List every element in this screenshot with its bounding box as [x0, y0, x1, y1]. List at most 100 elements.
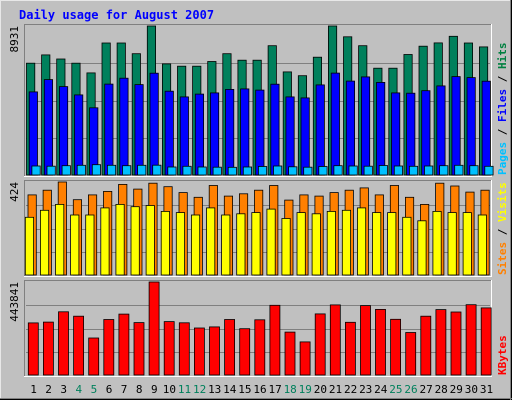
- bar-files-day-17: [270, 83, 280, 176]
- bar-kbytes-day-26: [405, 332, 417, 376]
- x-tick-label: 18: [284, 383, 297, 396]
- bar-sites-day-26: [402, 216, 412, 276]
- right-legend-label: Sites / Visits: [496, 182, 509, 275]
- bar-files-day-21: [330, 72, 340, 176]
- bar-kbytes-day-10: [163, 321, 175, 376]
- bar-files-day-25: [391, 92, 401, 176]
- bar-pages-day-23: [363, 165, 373, 176]
- bar-kbytes-day-11: [178, 322, 190, 376]
- bar-pages-day-14: [227, 166, 237, 176]
- x-tick-label: 15: [238, 383, 251, 396]
- bar-sites-day-16: [251, 212, 261, 276]
- bar-files-day-31: [481, 80, 491, 176]
- x-tick-label: 31: [480, 383, 493, 396]
- bar-pages-day-4: [76, 164, 86, 176]
- series-kbytes: [27, 281, 492, 376]
- x-tick-label: 3: [60, 383, 67, 396]
- x-tick-label: 11: [178, 383, 191, 396]
- bar-files-day-23: [360, 76, 371, 176]
- chart-panels: 8931 Pages / Files / Hits 424 Sites / Visit…: [8, 24, 509, 377]
- bar-sites-day-31: [477, 214, 487, 276]
- bar-kbytes-day-6: [103, 319, 115, 376]
- bar-files-day-24: [376, 82, 386, 176]
- bar-files-day-13: [209, 92, 220, 176]
- bar-sites-day-2: [40, 209, 50, 276]
- bar-kbytes-day-29: [450, 311, 462, 376]
- bar-kbytes-day-15: [239, 328, 251, 376]
- bar-sites-day-30: [462, 212, 472, 276]
- bar-pages-day-28: [439, 165, 449, 176]
- bar-sites-day-20: [311, 213, 321, 276]
- bar-files-day-4: [74, 94, 84, 176]
- bar-files-day-14: [225, 89, 235, 176]
- x-tick-label: 13: [208, 383, 221, 396]
- bar-pages-day-16: [257, 166, 268, 176]
- x-tick-label: 1: [30, 383, 37, 396]
- bar-pages-day-20: [318, 166, 328, 176]
- x-tick-label: 29: [450, 383, 463, 396]
- y-max-label: 443841: [8, 282, 21, 322]
- bar-pages-day-9: [152, 164, 162, 176]
- bar-kbytes-day-9: [148, 281, 160, 376]
- x-tick-label: 12: [193, 383, 206, 396]
- bar-pages-day-26: [408, 165, 419, 176]
- bar-files-day-20: [315, 84, 325, 176]
- x-tick-label: 4: [75, 383, 82, 396]
- bar-pages-day-1: [31, 165, 41, 176]
- bar-pages-day-24: [378, 165, 388, 176]
- x-tick-label: 22: [344, 383, 357, 396]
- bar-sites-day-10: [160, 210, 170, 276]
- bar-files-day-9: [149, 72, 159, 176]
- bar-sites-day-27: [417, 220, 427, 276]
- bar-files-day-2: [43, 79, 53, 176]
- bar-sites-day-15: [236, 213, 246, 276]
- bar-sites-day-19: [296, 212, 306, 276]
- bar-kbytes-day-18: [284, 331, 296, 376]
- bar-sites-day-8: [130, 206, 140, 276]
- x-tick-label: 20: [314, 383, 327, 396]
- bar-kbytes-day-12: [193, 327, 205, 376]
- bar-pages-day-31: [484, 165, 494, 176]
- bar-sites-day-24: [372, 212, 382, 276]
- bar-kbytes-day-25: [390, 318, 402, 376]
- bar-sites-day-13: [206, 207, 216, 276]
- bar-kbytes-day-2: [43, 321, 54, 376]
- bar-sites-day-12: [190, 214, 201, 276]
- chart-panel-2: 424 Sites / Visits: [8, 180, 509, 277]
- series-files: [28, 72, 491, 176]
- legend-part-0: Sites: [496, 242, 509, 275]
- bar-sites-day-6: [100, 207, 110, 276]
- legend-part-1: /: [496, 122, 509, 142]
- right-legend-label: KBytes: [496, 335, 509, 375]
- bar-pages-day-3: [61, 165, 71, 176]
- bar-kbytes-day-16: [254, 319, 266, 376]
- x-axis-day-labels: 1 2 3 4 5 6 7 8 9 10 11 12 13 14 15 16 17 18 19 20 21 22 23 24 2…: [30, 383, 493, 396]
- chart-title: Daily usage for August 2007: [19, 8, 214, 22]
- bar-sites-day-3: [55, 203, 65, 276]
- bar-sites-day-22: [341, 209, 351, 276]
- x-tick-label: 30: [465, 383, 478, 396]
- x-tick-label: 23: [359, 383, 372, 396]
- bar-sites-day-21: [326, 210, 336, 276]
- chart-panel-1: 8931 Pages / Files / Hits: [8, 24, 509, 177]
- bar-files-day-19: [300, 97, 310, 176]
- x-tick-label: 19: [299, 383, 312, 396]
- bar-sites-day-28: [432, 210, 442, 276]
- y-max-label: 8931: [8, 26, 21, 53]
- x-tick-label: 8: [136, 383, 143, 396]
- bar-kbytes-day-23: [360, 305, 371, 376]
- bar-pages-day-8: [137, 164, 147, 176]
- x-tick-label: 27: [419, 383, 432, 396]
- bar-kbytes-day-1: [27, 322, 39, 376]
- bar-sites-day-23: [356, 207, 367, 276]
- bar-pages-day-17: [273, 165, 283, 176]
- bar-pages-day-22: [348, 165, 358, 176]
- bar-files-day-3: [59, 86, 69, 176]
- bar-pages-day-18: [288, 166, 298, 176]
- bar-files-day-22: [345, 80, 355, 176]
- bar-pages-day-15: [242, 166, 253, 176]
- bar-pages-day-13: [212, 166, 222, 176]
- legend-part-4: Hits: [496, 43, 509, 70]
- bar-pages-day-5: [91, 164, 102, 176]
- bar-sites-day-29: [447, 212, 457, 276]
